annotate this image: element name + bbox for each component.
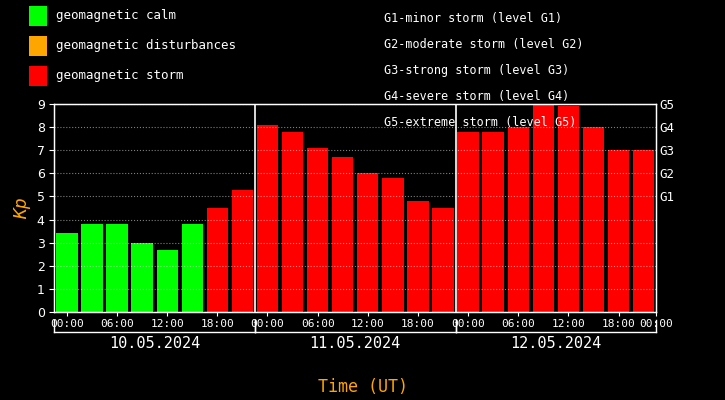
Text: Time (UT): Time (UT): [318, 378, 407, 396]
Bar: [182, 224, 203, 312]
Text: geomagnetic disturbances: geomagnetic disturbances: [56, 40, 236, 52]
Text: G4-severe storm (level G4): G4-severe storm (level G4): [384, 90, 570, 103]
Bar: [107, 224, 128, 312]
Bar: [131, 243, 153, 312]
Text: geomagnetic calm: geomagnetic calm: [56, 10, 176, 22]
Bar: [583, 127, 604, 312]
Bar: [282, 132, 303, 312]
Bar: [533, 104, 554, 312]
Bar: [608, 150, 629, 312]
Bar: [307, 148, 328, 312]
Text: 12.05.2024: 12.05.2024: [510, 336, 602, 351]
Bar: [483, 132, 504, 312]
Bar: [457, 132, 479, 312]
Bar: [207, 208, 228, 312]
Bar: [432, 208, 454, 312]
Bar: [332, 157, 353, 312]
Text: G5-extreme storm (level G5): G5-extreme storm (level G5): [384, 116, 576, 129]
Bar: [232, 190, 253, 312]
Y-axis label: Kp: Kp: [13, 197, 31, 219]
Bar: [157, 250, 178, 312]
Bar: [57, 234, 78, 312]
Bar: [407, 201, 428, 312]
Bar: [382, 178, 404, 312]
Text: geomagnetic storm: geomagnetic storm: [56, 70, 183, 82]
Text: G2-moderate storm (level G2): G2-moderate storm (level G2): [384, 38, 584, 51]
Bar: [507, 127, 529, 312]
Text: 10.05.2024: 10.05.2024: [109, 336, 200, 351]
Bar: [633, 150, 654, 312]
Text: 11.05.2024: 11.05.2024: [310, 336, 401, 351]
Bar: [357, 173, 378, 312]
Bar: [257, 125, 278, 312]
Text: G3-strong storm (level G3): G3-strong storm (level G3): [384, 64, 570, 77]
Text: G1-minor storm (level G1): G1-minor storm (level G1): [384, 12, 563, 25]
Bar: [81, 224, 103, 312]
Bar: [558, 106, 579, 312]
